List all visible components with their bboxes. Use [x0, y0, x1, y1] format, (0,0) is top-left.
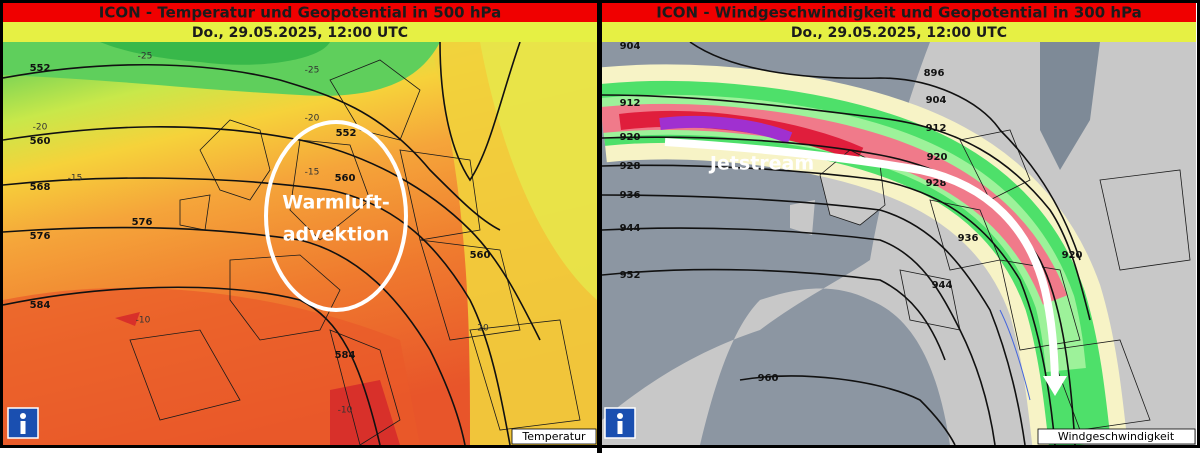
panel-temperature: ICON - Temperatur und Geopotential in 50…: [3, 3, 597, 445]
temperature-label: 20: [477, 324, 489, 334]
legend-label: Temperatur: [521, 430, 586, 443]
legend-box: [1037, 428, 1196, 445]
contour-label: 552: [336, 128, 357, 139]
temperature-label: -15: [68, 174, 83, 184]
contour-label: 896: [924, 68, 945, 79]
temperature-labels: -25 -20 -15 -10 -10 -25 -20 -15 20: [33, 52, 489, 416]
contour-label: 904: [926, 95, 947, 106]
contour-label: 952: [620, 270, 641, 281]
contour-label: 584: [335, 350, 356, 361]
jet-arrow: [664, 138, 1067, 396]
contour-labels: 552 560 568 576 584 552 560 560 576 584: [30, 63, 491, 361]
info-icon[interactable]: [604, 407, 636, 439]
contour-label: 920: [1062, 250, 1083, 261]
date-bar: [602, 22, 1196, 42]
contour-label: 936: [620, 190, 641, 201]
contour-label: 912: [926, 123, 947, 134]
contour-labels: 904 912 920 928 936 944 952 960 896 904 …: [620, 41, 1083, 384]
contour-label: 928: [926, 178, 947, 189]
panel-date: Do., 29.05.2025, 12:00 UTC: [192, 25, 408, 41]
map: [3, 42, 597, 445]
contour-label: 552: [30, 63, 51, 74]
contour-label: 560: [335, 173, 356, 184]
contour-label: 960: [758, 373, 779, 384]
map: [602, 42, 1196, 445]
highlight-ellipse: [264, 120, 408, 312]
annotation: advektion: [283, 224, 390, 246]
contour-label: 928: [620, 161, 641, 172]
panel-title: ICON - Windgeschwindigkeit und Geopotent…: [656, 4, 1142, 22]
legend-label: Windgeschwindigkeit: [1058, 430, 1175, 443]
contour-label: 576: [30, 231, 51, 242]
temperature-label: -20: [305, 114, 320, 124]
contour-label: 560: [470, 250, 491, 261]
contour-label: 584: [30, 300, 51, 311]
info-icon[interactable]: [7, 407, 39, 439]
panel-title: ICON - Temperatur und Geopotential in 50…: [99, 4, 501, 22]
title-bar: [602, 3, 1196, 22]
annotation: Warmluft-: [282, 192, 390, 214]
date-bar: [3, 22, 597, 42]
legend-box: [511, 428, 597, 445]
temperature-label: -10: [136, 316, 151, 326]
contour-label: 576: [132, 217, 153, 228]
temperature-label: -25: [138, 52, 153, 62]
divider: [597, 0, 602, 453]
contour-label: 944: [620, 223, 641, 234]
contour-label: 912: [620, 98, 641, 109]
contour-label: 944: [932, 280, 953, 291]
contour-label: 568: [30, 182, 51, 193]
temperature-label: -25: [305, 66, 320, 76]
contour-label: 936: [958, 233, 979, 244]
contour-label: 920: [927, 152, 948, 163]
contour-label: 904: [620, 41, 641, 52]
temperature-label: -10: [338, 406, 353, 416]
temperature-label: -20: [33, 123, 48, 133]
temperature-label: -15: [305, 168, 320, 178]
panel-wind: ICON - Windgeschwindigkeit und Geopotent…: [602, 3, 1196, 445]
annotation: Jetstream: [708, 153, 814, 175]
panel-date: Do., 29.05.2025, 12:00 UTC: [791, 25, 1007, 41]
contour-label: 560: [30, 136, 51, 147]
title-bar: [3, 3, 597, 22]
contour-label: 920: [620, 132, 641, 143]
